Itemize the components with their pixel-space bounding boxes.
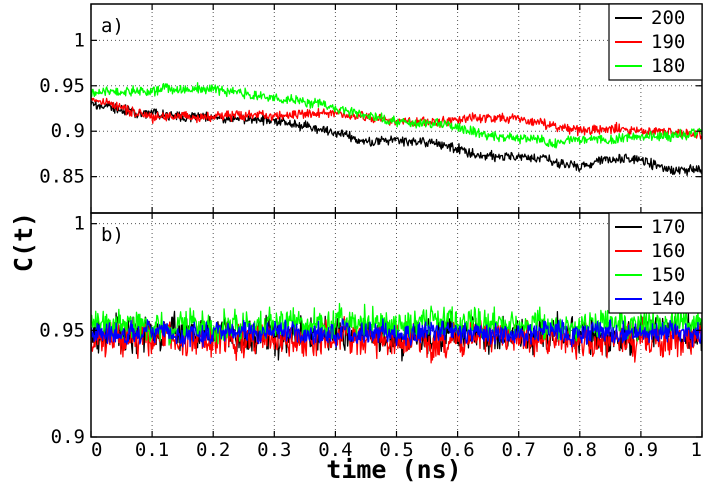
y-tick-label: 1 (74, 213, 85, 235)
series-line-180 (91, 82, 702, 149)
legend-label: 150 (651, 264, 685, 286)
x-tick-label: 0.1 (135, 439, 169, 461)
x-axis-title: time (ns) (326, 455, 461, 484)
series-line-140 (91, 318, 702, 348)
y-tick-label: 0.9 (51, 120, 85, 142)
panel-b: 0.9 0.95 1 0 0.1 0.2 0.3 0.4 0.5 0.6 0.7 0.8 0.9 1 b) 1… (39, 212, 703, 461)
x-tick-label: 0.8 (563, 439, 597, 461)
legend-label: 140 (651, 288, 685, 310)
legend-label: 190 (651, 31, 685, 53)
x-tick-label: 0.9 (624, 439, 658, 461)
x-tick-label: 0.4 (318, 439, 352, 461)
y-tick-label: 0.85 (39, 166, 85, 188)
y-tick-label: 1 (74, 29, 85, 51)
x-tick-label: 0 (91, 439, 102, 461)
x-tick-label: 0.2 (196, 439, 230, 461)
panel-label: b) (101, 224, 124, 246)
y-tick-label: 0.95 (39, 319, 85, 341)
legend-label: 170 (651, 216, 685, 238)
legend-label: 200 (651, 7, 685, 29)
panel-label: a) (101, 15, 124, 37)
y-axis-title: C(t) (9, 212, 38, 272)
x-tick-label: 0.7 (502, 439, 536, 461)
x-tick-label: 0.6 (440, 439, 474, 461)
legend-label: 160 (651, 240, 685, 262)
legend-label: 180 (651, 55, 685, 77)
x-tick-label: 0.5 (379, 439, 413, 461)
x-tick-label: 0.3 (257, 439, 291, 461)
y-tick-label: 0.95 (39, 75, 85, 97)
legend-box (608, 212, 703, 314)
series-line-190 (91, 96, 702, 140)
x-tick-label: 1 (691, 439, 702, 461)
y-tick-label: 0.9 (51, 426, 85, 448)
